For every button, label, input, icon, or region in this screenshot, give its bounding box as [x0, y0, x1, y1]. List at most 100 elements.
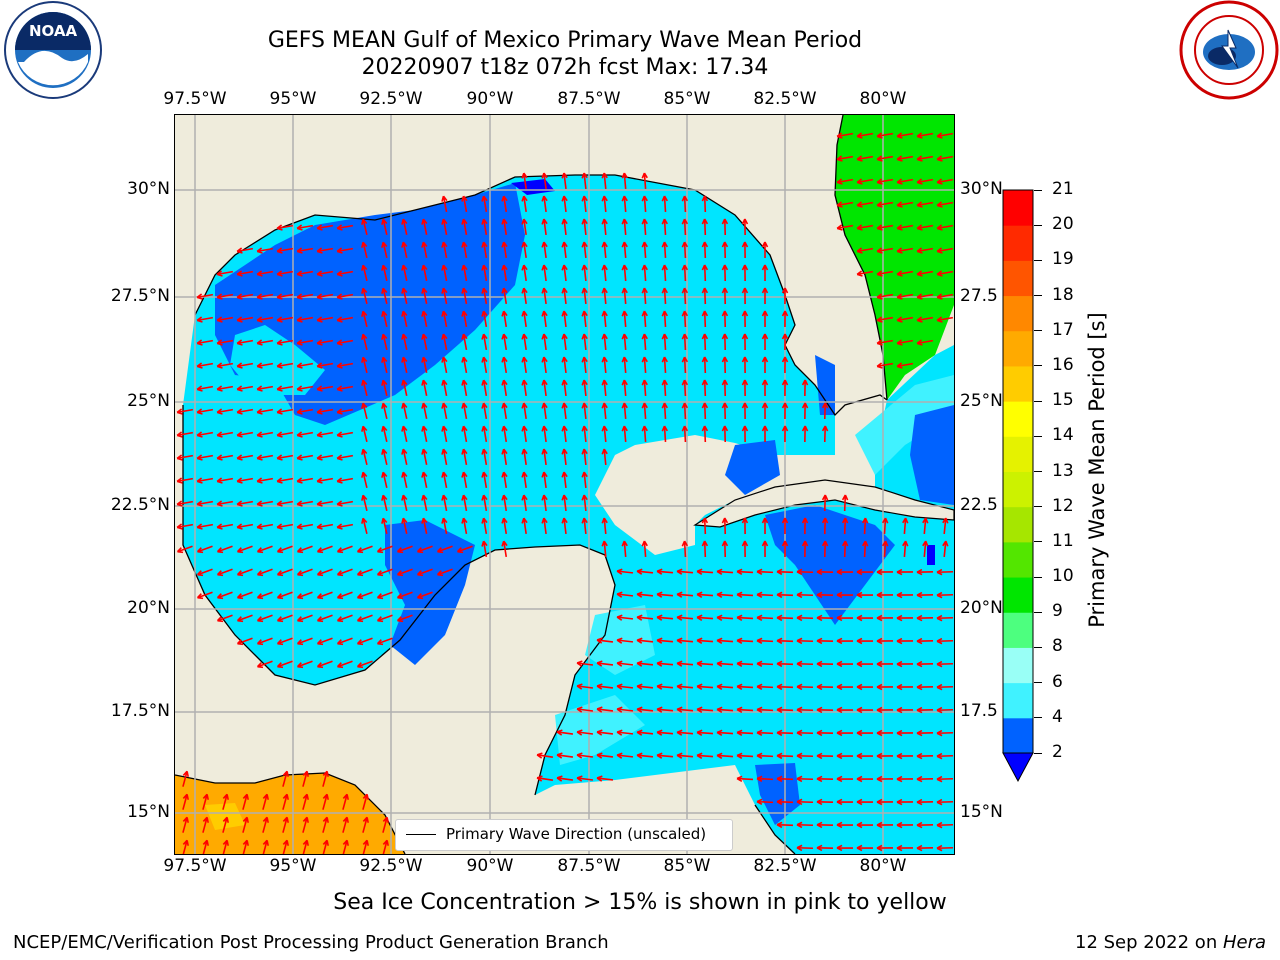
lat-label-left: 22.5°N — [110, 495, 170, 515]
colorbar-tick-label: 18 — [1052, 284, 1074, 305]
wave-arrow — [481, 241, 488, 259]
wave-arrow — [501, 241, 508, 259]
wave-arrow — [276, 362, 294, 369]
wave-arrow — [461, 218, 468, 236]
wave-arrow — [521, 172, 528, 190]
wave-arrow — [601, 195, 608, 213]
wave-arrow — [581, 218, 588, 236]
wave-arrow — [282, 770, 289, 787]
wave-arrow — [776, 706, 794, 714]
lon-label-bottom: 82.5°W — [753, 856, 817, 876]
wave-arrow — [541, 448, 548, 466]
wave-arrow — [296, 523, 314, 530]
wave-arrow — [696, 683, 714, 690]
wave-arrow — [856, 844, 874, 852]
wave-arrow — [876, 821, 894, 829]
wave-arrow — [342, 839, 349, 856]
wave-arrow — [401, 287, 408, 304]
wave-arrow — [296, 568, 313, 577]
wave-arrow — [741, 517, 749, 535]
lon-label-bottom: 97.5°W — [163, 856, 227, 876]
wave-arrow — [501, 494, 508, 512]
wave-arrow — [856, 660, 874, 668]
wave-arrow — [262, 793, 269, 810]
wave-arrow — [776, 637, 794, 645]
wave-arrow — [296, 500, 314, 507]
wave-arrow — [856, 132, 874, 139]
wave-arrow — [801, 425, 809, 443]
wave-arrow — [581, 195, 588, 213]
wave-arrow — [441, 310, 448, 328]
colorbar-frame — [1002, 189, 1034, 754]
wave-arrow — [381, 471, 388, 488]
wave-arrow — [336, 591, 353, 600]
wave-arrow — [616, 660, 634, 667]
wave-arrow — [316, 408, 334, 415]
wave-arrow — [222, 816, 229, 833]
wave-arrow — [841, 540, 849, 558]
wave-arrow — [316, 523, 334, 530]
wave-arrow — [741, 264, 749, 282]
wave-arrow — [736, 752, 754, 760]
wave-arrow — [461, 471, 468, 489]
wave-arrow — [276, 477, 294, 484]
wave-arrow — [216, 316, 234, 323]
wave-arrow — [441, 448, 448, 466]
wave-arrow — [876, 132, 894, 139]
wave-arrow — [681, 425, 689, 443]
wave-arrow — [541, 471, 548, 489]
wave-arrow — [381, 218, 388, 235]
wave-arrow — [741, 402, 749, 420]
wave-arrow — [461, 264, 468, 282]
wave-arrow — [876, 155, 894, 162]
wave-arrow — [916, 132, 934, 139]
wave-arrow — [601, 241, 608, 259]
wave-arrow — [721, 310, 729, 328]
wave-arrow — [401, 425, 408, 442]
lon-label-top: 85°W — [663, 89, 711, 109]
wave-arrow — [521, 264, 528, 282]
wave-arrow — [236, 408, 254, 415]
wave-arrow — [801, 379, 809, 397]
wave-arrow — [356, 545, 373, 554]
wave-arrow — [936, 316, 954, 323]
wave-arrow — [856, 752, 874, 760]
wave-arrow — [581, 264, 588, 282]
wave-arrow — [641, 402, 648, 420]
wave-arrow — [276, 568, 293, 577]
wave-arrow — [761, 241, 769, 259]
map-frame[interactable]: Primary Wave Direction (unscaled) — [174, 114, 955, 856]
wave-arrow — [202, 816, 209, 833]
wave-arrow — [856, 591, 874, 599]
wave-arrow — [776, 775, 794, 783]
colorbar-tick-label: 21 — [1052, 179, 1074, 199]
lon-label-top: 90°W — [466, 89, 514, 109]
wave-arrow — [681, 287, 689, 305]
wave-arrow — [796, 591, 814, 599]
wave-arrow — [256, 660, 273, 669]
colorbar-band — [1003, 401, 1033, 437]
wave-arrow — [236, 247, 254, 254]
wave-arrow — [736, 706, 754, 714]
wave-arrow — [856, 224, 874, 231]
wave-arrow — [276, 385, 294, 392]
wave-arrow — [902, 517, 909, 535]
wave-arrow — [896, 293, 914, 300]
wave-arrow — [756, 637, 774, 645]
wave-arrow — [942, 517, 949, 535]
wave-arrow — [222, 793, 229, 810]
wave-arrow — [541, 425, 548, 443]
wave-arrow — [361, 402, 368, 419]
wave-arrow — [401, 310, 408, 327]
wave-arrow — [316, 454, 334, 461]
wave-arrow — [382, 816, 389, 833]
wave-arrow — [696, 614, 714, 621]
wave-arrow — [481, 333, 488, 351]
wave-arrow — [896, 591, 914, 599]
wave-arrow — [501, 471, 508, 489]
wave-arrow — [381, 264, 388, 281]
wave-arrow — [836, 614, 854, 622]
wave-arrow — [336, 500, 354, 507]
wave-arrow — [876, 729, 894, 737]
wave-arrow — [721, 517, 729, 535]
